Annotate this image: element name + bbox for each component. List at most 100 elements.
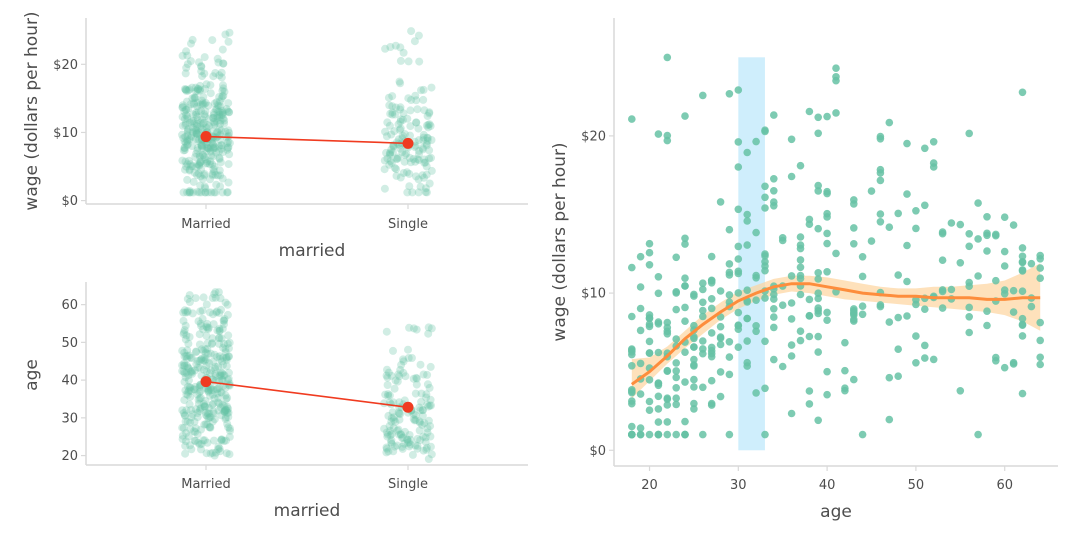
data-point xyxy=(213,389,222,398)
data-point xyxy=(183,97,191,106)
data-point xyxy=(192,129,201,138)
data-point xyxy=(408,188,417,197)
data-point xyxy=(213,384,222,393)
data-point xyxy=(406,440,415,449)
data-point xyxy=(707,343,716,352)
data-point xyxy=(672,253,680,262)
data-point xyxy=(426,362,435,371)
data-point xyxy=(654,289,663,298)
data-point xyxy=(190,100,198,109)
data-point xyxy=(418,411,427,420)
data-point xyxy=(194,317,203,326)
data-point xyxy=(208,294,217,302)
data-point xyxy=(185,166,194,175)
data-point xyxy=(215,371,224,380)
data-point xyxy=(383,365,391,374)
data-point xyxy=(218,109,227,118)
data-point xyxy=(413,155,422,164)
data-point xyxy=(394,140,403,148)
data-point xyxy=(180,377,189,386)
data-point xyxy=(183,307,192,315)
data-point xyxy=(412,172,420,181)
data-point xyxy=(413,444,422,453)
data-point xyxy=(190,385,199,394)
data-point xyxy=(217,111,226,120)
data-point xyxy=(645,248,654,257)
data-point xyxy=(645,397,654,406)
x-axis-title: age xyxy=(820,502,852,522)
data-point xyxy=(185,400,194,409)
data-point xyxy=(912,207,920,215)
data-point xyxy=(196,158,205,167)
data-point xyxy=(218,106,227,115)
data-point xyxy=(885,373,894,382)
data-point xyxy=(415,418,424,427)
data-point xyxy=(178,103,187,112)
data-point xyxy=(413,441,422,450)
data-point xyxy=(743,217,751,225)
data-point xyxy=(419,446,428,455)
data-point xyxy=(399,357,408,366)
data-point xyxy=(191,424,200,433)
data-point xyxy=(787,299,796,307)
data-point xyxy=(405,169,414,178)
data-point xyxy=(912,296,920,304)
data-point xyxy=(681,348,689,357)
data-point xyxy=(212,385,221,394)
data-point xyxy=(202,361,211,370)
data-point xyxy=(403,435,412,444)
data-point xyxy=(396,43,405,52)
data-point xyxy=(894,209,902,218)
data-point xyxy=(417,397,426,406)
data-point xyxy=(182,406,191,415)
data-point xyxy=(214,107,223,116)
data-point xyxy=(396,115,405,124)
data-point xyxy=(419,136,428,145)
data-point xyxy=(406,106,415,115)
data-point xyxy=(636,359,645,368)
data-point xyxy=(419,95,428,104)
data-point xyxy=(391,103,400,112)
data-point xyxy=(823,316,831,325)
data-point xyxy=(399,368,408,377)
data-point xyxy=(663,418,672,426)
data-point xyxy=(752,327,760,336)
data-point xyxy=(1018,252,1027,261)
data-point xyxy=(221,406,230,415)
data-point xyxy=(197,403,206,412)
data-point xyxy=(654,130,663,138)
data-point xyxy=(210,415,219,424)
data-point xyxy=(193,430,202,439)
wage-means-group xyxy=(200,131,414,149)
data-point xyxy=(217,73,226,82)
data-point xyxy=(191,124,200,133)
data-point xyxy=(197,62,206,71)
data-point xyxy=(220,407,229,416)
data-point xyxy=(699,312,707,321)
y-ticks: $0 $10 $20 xyxy=(53,58,86,209)
data-point xyxy=(415,57,424,66)
data-point xyxy=(216,294,225,303)
data-point xyxy=(412,325,421,334)
data-point xyxy=(412,373,421,382)
data-point xyxy=(224,374,233,383)
data-point xyxy=(787,341,796,349)
data-point xyxy=(210,142,219,151)
data-point xyxy=(196,81,204,90)
data-point xyxy=(965,278,973,287)
data-point xyxy=(734,308,743,317)
data-point xyxy=(761,294,769,302)
data-point xyxy=(876,176,885,185)
data-point xyxy=(182,86,191,95)
data-point xyxy=(196,404,205,413)
data-point xyxy=(814,416,822,425)
data-point xyxy=(409,155,418,163)
data-point xyxy=(814,304,822,312)
data-point xyxy=(412,380,421,389)
data-point xyxy=(1027,302,1036,311)
data-point xyxy=(186,353,195,362)
data-point xyxy=(209,409,218,418)
data-point xyxy=(197,165,206,174)
data-point xyxy=(218,369,227,378)
data-point xyxy=(796,274,805,283)
